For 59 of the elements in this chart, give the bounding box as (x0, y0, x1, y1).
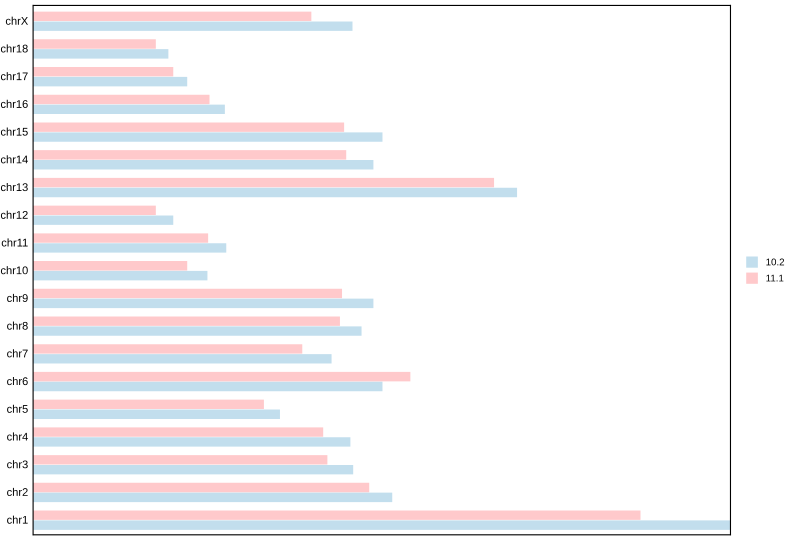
bar (33, 178, 494, 188)
y-tick-label: chr6 (7, 376, 28, 386)
bar (33, 482, 370, 492)
bar (33, 233, 208, 243)
bar (33, 206, 156, 216)
y-tick-label: chr13 (0, 182, 28, 192)
bar (33, 12, 312, 21)
y-tick-label: chrX (6, 16, 28, 25)
bar (33, 520, 730, 530)
bar (33, 464, 354, 474)
bar (33, 400, 264, 410)
y-tick-label: chr15 (0, 128, 28, 136)
y-tick-label: chr7 (7, 349, 28, 358)
y-tick-label: chr5 (7, 404, 28, 413)
y-tick-label: chr16 (0, 100, 28, 108)
bar (33, 188, 518, 198)
legend-label: 11.1 (766, 274, 784, 282)
bar (33, 67, 174, 76)
bar (33, 372, 410, 382)
y-tick-label: chr10 (0, 266, 28, 274)
bar (33, 344, 302, 354)
bar (33, 21, 352, 31)
bar (33, 316, 340, 326)
bar (33, 492, 392, 502)
bar (33, 243, 226, 253)
bar (33, 354, 332, 364)
bar (33, 410, 280, 419)
bar (33, 160, 374, 170)
y-tick-label: chr14 (0, 155, 28, 164)
bar (33, 437, 350, 447)
bar (33, 76, 188, 86)
bar (33, 427, 324, 437)
bar (33, 455, 328, 464)
bar (33, 39, 156, 49)
bar (33, 132, 382, 142)
y-tick-label: chr2 (7, 488, 28, 496)
y-tick-label: chr3 (7, 460, 28, 468)
bar (33, 288, 342, 298)
bar (33, 382, 382, 392)
y-tick-label: chr9 (7, 294, 28, 302)
bar (33, 261, 188, 270)
bar (33, 49, 168, 59)
bar (33, 510, 641, 520)
y-tick-label: chr1 (7, 516, 28, 524)
bar (33, 215, 174, 225)
bar (33, 122, 344, 132)
y-tick-label: chr17 (0, 72, 28, 80)
bar (33, 326, 362, 336)
bar (33, 104, 225, 114)
bar (33, 150, 346, 160)
bar (33, 94, 210, 104)
y-tick-label: chr18 (0, 44, 28, 53)
y-tick-label: chr4 (7, 432, 28, 441)
legend-label: 10.2 (766, 258, 784, 266)
y-tick-label: chr12 (0, 210, 28, 219)
y-tick-label: chr11 (2, 238, 28, 247)
bar (33, 298, 374, 308)
bar (33, 270, 208, 280)
y-tick-label: chr8 (7, 322, 28, 330)
